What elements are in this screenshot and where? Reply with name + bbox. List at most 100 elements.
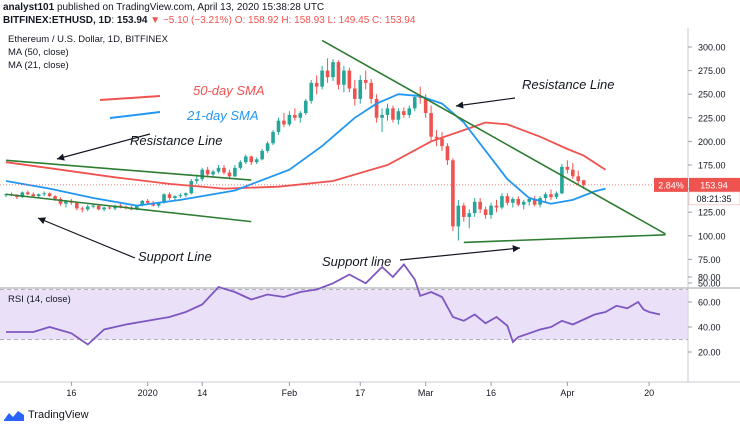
trendline-resistance-main	[321, 39, 666, 235]
candle-body	[516, 198, 521, 205]
candle-body	[194, 179, 199, 182]
candle-body	[549, 194, 553, 198]
rsi-tick-label: 60.00	[698, 298, 721, 308]
rsi-tick-label: 20.00	[698, 348, 721, 358]
candle-body	[554, 193, 559, 198]
tradingview-logo[interactable]: TradingView	[4, 409, 89, 421]
tradingview-logo-text: TradingView	[28, 409, 89, 421]
candle-body	[434, 136, 439, 139]
candle-body	[167, 194, 172, 199]
candle-body	[314, 82, 319, 87]
sma21-annotation: 21-day SMA	[186, 108, 259, 123]
ohlc-high: H: 158.93	[281, 15, 325, 26]
candle-body	[505, 196, 510, 203]
legend-sma50: MA (50, close)	[8, 47, 69, 58]
candle-body	[244, 156, 248, 163]
publish-header: analyst101 published on TradingView.com,…	[0, 0, 740, 28]
candle-body	[145, 200, 150, 203]
price-chart[interactable]: 50.0075.00100.00125.00150.00175.00200.00…	[0, 28, 740, 404]
candle-body	[265, 143, 270, 151]
candle-body	[42, 193, 46, 195]
candle-body	[581, 180, 586, 185]
pct-change-label: 2.84%	[658, 180, 684, 190]
candle-body	[20, 192, 25, 198]
candle-body	[205, 169, 210, 175]
candle-body	[80, 208, 85, 210]
candle-body	[451, 160, 455, 227]
symbol-line: BITFINEX:ETHUSD, 1D: 153.94 ▼ −5.10 (−3.…	[3, 15, 416, 26]
candle-body	[287, 114, 292, 125]
resistance-annotation-left: Resistance Line	[130, 133, 223, 148]
candle-body	[222, 167, 226, 173]
rsi-line	[6, 263, 661, 346]
candle-body	[162, 194, 166, 203]
arrow-resistance-left	[56, 133, 151, 161]
price-tick-label: 200.00	[698, 137, 726, 147]
candle-body	[260, 150, 264, 160]
candle-body	[58, 198, 63, 204]
candle-body	[571, 169, 575, 177]
candle-body	[271, 131, 275, 144]
candle-body	[85, 206, 90, 210]
candle-body	[543, 194, 548, 199]
candle-body	[440, 138, 444, 147]
tradingview-logo-icon	[4, 411, 24, 421]
time-tick-label: 16	[66, 388, 76, 398]
price-tick-label: 275.00	[698, 66, 726, 76]
time-tick-label: 14	[197, 388, 207, 398]
price-tick-label: 50.00	[698, 279, 721, 289]
candle-body	[309, 82, 313, 101]
sma50-line	[5, 121, 606, 190]
candle-body	[135, 205, 139, 210]
time-tick-label: 20	[644, 388, 654, 398]
symbol-name: BITFINEX:ETHUSD, 1D	[3, 15, 112, 26]
candle-body	[118, 205, 123, 207]
publish-line: analyst101 published on TradingView.com,…	[3, 1, 737, 14]
candle-body	[412, 97, 417, 109]
candle-body	[216, 167, 221, 172]
candle-body	[178, 195, 183, 197]
sma21-line	[5, 93, 606, 207]
candle-body	[102, 207, 106, 210]
time-tick-label: Mar	[418, 388, 434, 398]
candle-body	[467, 213, 472, 217]
candle-body	[391, 108, 395, 120]
candle-body	[293, 114, 297, 118]
candle-body	[483, 209, 488, 216]
candle-body	[576, 176, 581, 182]
arrow-support-left	[37, 217, 136, 259]
time-tick-label: Feb	[282, 388, 298, 398]
candle-body	[36, 194, 41, 197]
arrow-resistance-right	[455, 97, 516, 109]
candle-body	[385, 108, 390, 115]
author-name[interactable]: analyst101	[3, 2, 55, 13]
candle-body	[31, 194, 36, 197]
countdown-label: 08:21:35	[696, 194, 731, 204]
candle-body	[472, 201, 477, 214]
candle-body	[353, 88, 357, 99]
last-price-badge	[689, 177, 740, 192]
candle-body	[233, 167, 237, 177]
sma21-swatch	[109, 111, 161, 119]
arrow-support-right	[399, 245, 521, 261]
candle-body	[369, 82, 373, 99]
candle-body	[47, 193, 52, 197]
candle-body	[565, 166, 570, 170]
candle-body	[254, 159, 259, 163]
candle-body	[407, 108, 412, 115]
price-tick-label: 225.00	[698, 113, 726, 123]
ohlc-open: O: 158.92	[234, 15, 279, 26]
candle-body	[511, 198, 515, 203]
candle-body	[358, 80, 363, 99]
candle-body	[320, 70, 324, 87]
candle-body	[418, 97, 422, 99]
legend-sma21: MA (21, close)	[8, 60, 69, 71]
last-price-label: 153.94	[700, 180, 728, 190]
candle-body	[184, 193, 188, 196]
candle-body	[189, 181, 194, 194]
candle-body	[238, 162, 243, 168]
candle-body	[249, 156, 254, 163]
candle-body	[478, 201, 482, 210]
candle-body	[331, 62, 335, 78]
trendline-support-left	[5, 193, 252, 223]
